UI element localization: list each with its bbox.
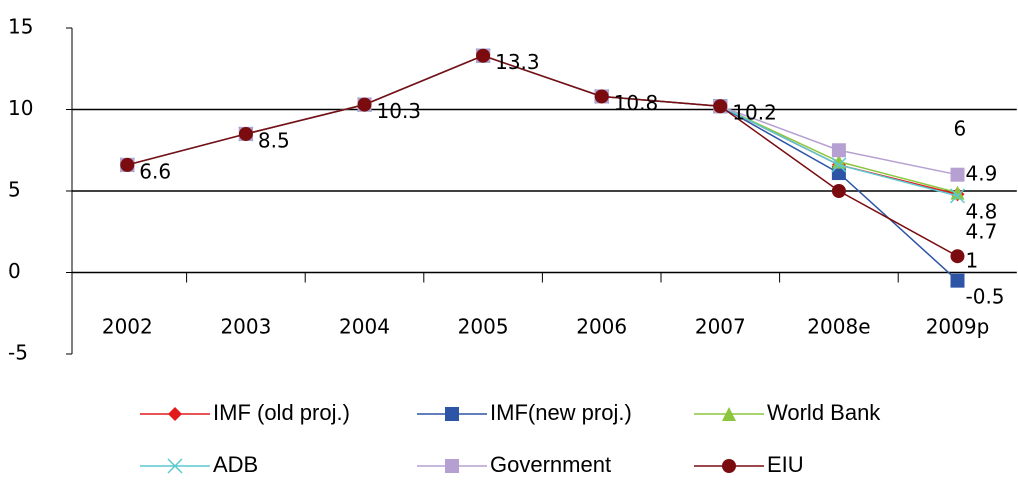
marker: [831, 184, 846, 198]
marker: [238, 126, 253, 141]
marker: [445, 459, 459, 473]
marker: [722, 407, 736, 421]
y-tick-label: 5: [8, 178, 21, 202]
data-label: -0.5: [966, 285, 1005, 309]
marker: [950, 273, 965, 288]
data-label: 8.5: [258, 128, 290, 152]
y-tick-label: 15: [8, 15, 33, 39]
x-tick-label: 2004: [339, 315, 390, 339]
legend-label: IMF (old proj.): [213, 400, 350, 425]
x-tick-label: 2006: [576, 315, 627, 339]
data-label: 10.8: [614, 91, 659, 115]
data-label: 4.8: [966, 200, 998, 224]
data-label: 13.3: [495, 50, 540, 74]
x-tick-label: 2003: [220, 315, 271, 339]
data-label: 6.6: [139, 159, 171, 183]
legend-label: ADB: [213, 452, 258, 477]
y-tick-label: 0: [8, 259, 21, 283]
x-tick-label: 2008e: [807, 315, 870, 339]
marker: [950, 249, 965, 264]
marker: [831, 157, 847, 173]
marker: [713, 99, 728, 114]
data-label: 4.7: [966, 220, 998, 244]
data-label: 10.3: [377, 99, 422, 123]
marker: [950, 167, 965, 182]
marker: [950, 185, 965, 200]
data-label: 10.2: [732, 101, 777, 125]
data-label: 6: [954, 117, 967, 141]
legend-label: World Bank: [767, 400, 881, 425]
marker: [445, 407, 459, 421]
marker: [722, 459, 736, 473]
series-line: [127, 54, 958, 257]
marker: [357, 97, 372, 112]
x-tick-label: 2007: [695, 315, 746, 339]
marker: [476, 48, 491, 63]
data-label: 4.9: [966, 162, 998, 186]
legend-label: EIU: [767, 452, 804, 477]
legend-label: Government: [490, 452, 611, 477]
marker: [120, 157, 135, 172]
x-tick-label: 2009p: [926, 315, 990, 339]
legend-label: IMF(new proj.): [490, 400, 632, 425]
marker: [949, 188, 966, 204]
data-label: 1: [966, 249, 979, 273]
marker: [167, 458, 183, 474]
y-tick-label: -5: [8, 341, 28, 365]
marker: [594, 89, 609, 104]
marker: [168, 407, 182, 421]
x-tick-label: 2002: [102, 315, 153, 339]
y-tick-label: 10: [8, 96, 33, 120]
marker: [831, 166, 846, 181]
marker: [831, 143, 846, 158]
x-tick-label: 2005: [458, 315, 509, 339]
